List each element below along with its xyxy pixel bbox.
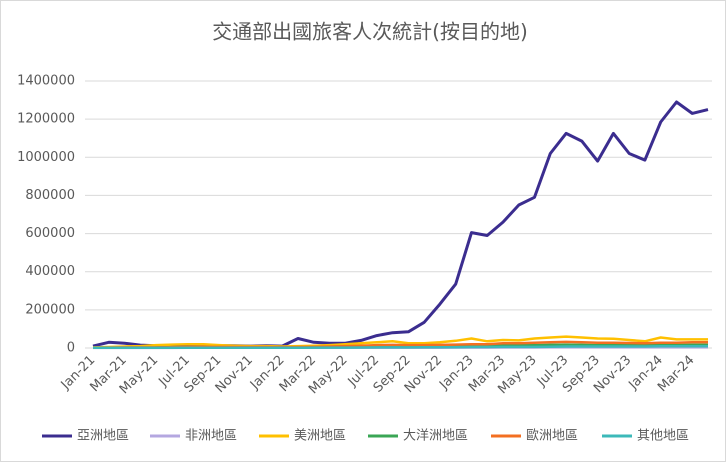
legend-label: 歐洲地區	[526, 429, 578, 444]
y-tick-label: 0	[67, 341, 75, 356]
y-tick-label: 600000	[25, 226, 75, 241]
y-tick-label: 200000	[25, 302, 75, 317]
y-tick-label: 800000	[25, 188, 75, 203]
y-tick-label: 1200000	[17, 112, 75, 127]
series-line	[92, 335, 708, 349]
y-tick-label: 400000	[25, 264, 75, 279]
legend-label: 其他地區	[637, 429, 689, 444]
legend-label: 亞洲地區	[77, 429, 129, 444]
series-line	[93, 345, 708, 350]
chart-title: 交通部出國旅客人次統計(按目的地)	[212, 20, 528, 44]
y-tick-label: 1400000	[17, 74, 75, 89]
legend-label: 大洋洲地區	[403, 429, 468, 444]
y-tick-label: 1000000	[17, 150, 75, 165]
legend-label: 非洲地區	[185, 429, 237, 444]
legend-label: 美洲地區	[294, 429, 346, 444]
